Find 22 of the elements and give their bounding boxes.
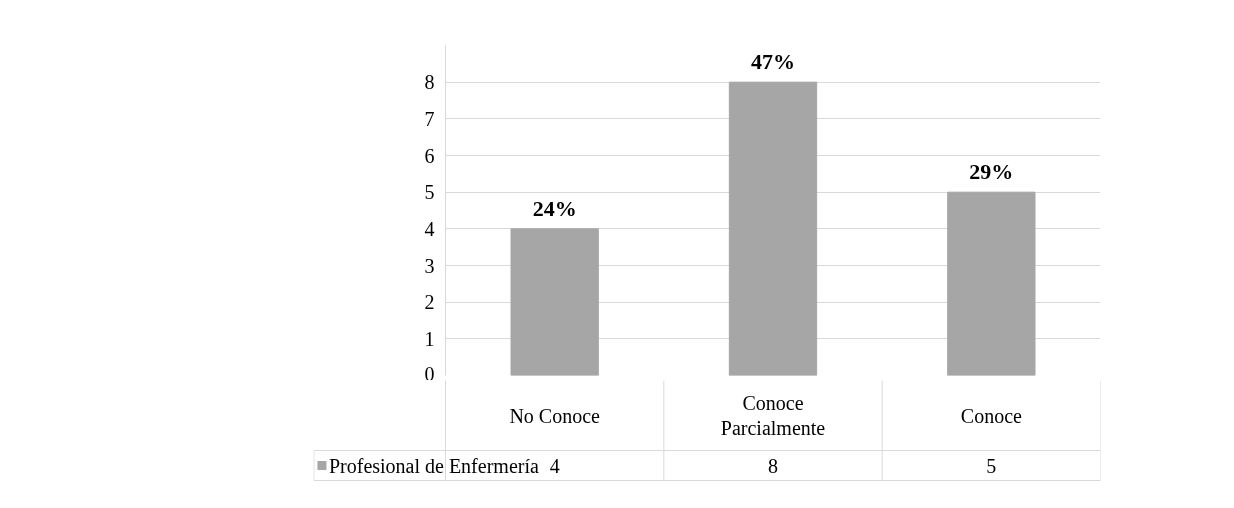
annotation: 47%	[751, 49, 795, 75]
bar	[728, 81, 818, 376]
y-tick-label: 2	[424, 291, 435, 314]
bar	[510, 228, 599, 376]
legend-label: Profesional de Enfermería	[328, 454, 539, 477]
y-tick-label: 0	[424, 362, 435, 385]
y-tick-label: 1	[424, 327, 435, 350]
y-tick-label: 8	[424, 71, 435, 94]
annotation: 29%	[969, 159, 1014, 185]
x-tick-label: Conoce	[960, 404, 1022, 427]
data-label: 8	[768, 454, 778, 477]
y-tick-label: 4	[424, 217, 435, 240]
x-tick-label: No Conoce	[509, 404, 601, 427]
data-label: 4	[549, 454, 560, 477]
y-tick-label: 3	[424, 254, 435, 277]
x-tick-label: Conoce Parcialmente	[720, 392, 826, 439]
data-label: 5	[986, 454, 997, 477]
annotation: 24%	[532, 195, 577, 221]
y-tick-label: 7	[424, 107, 435, 130]
bar	[947, 191, 1036, 376]
y-tick-label: 5	[424, 181, 435, 204]
y-tick-label: 6	[424, 144, 435, 167]
